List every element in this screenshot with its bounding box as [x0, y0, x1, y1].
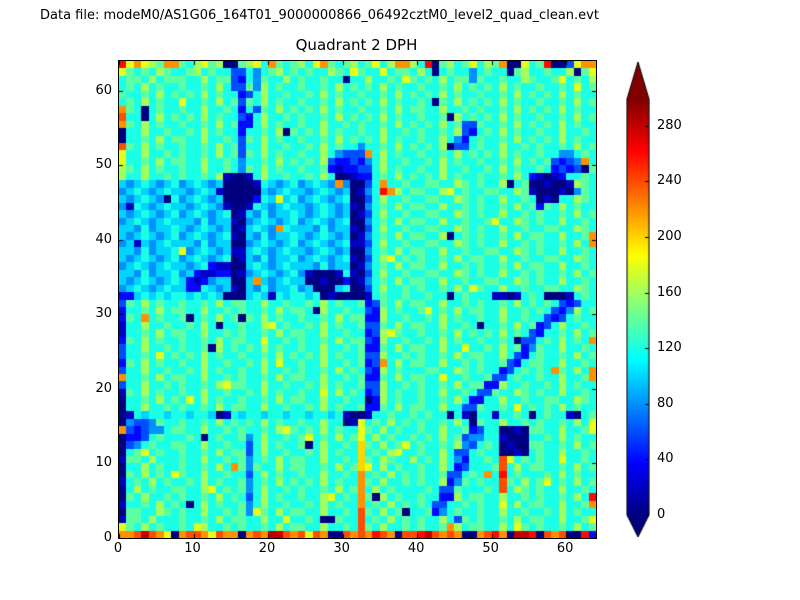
- colorbar-tick-label: 120: [657, 340, 682, 356]
- y-axis-tick-label: 50: [95, 157, 112, 173]
- y-axis-tick-label: 60: [95, 82, 112, 98]
- x-axis-tick-label: 40: [407, 541, 425, 556]
- data-file-label: Data file: modeM0/AS1G06_164T01_90000008…: [40, 8, 599, 23]
- y-axis-tick-label: 10: [95, 455, 112, 471]
- plot-area: [118, 60, 597, 539]
- colorbar-tick-label: 80: [657, 395, 674, 411]
- y-axis-tick-label: 20: [95, 380, 112, 396]
- plot-title: Quadrant 2 DPH: [295, 36, 418, 54]
- colorbar-tick-label: 280: [657, 117, 682, 133]
- colorbar-tick-label: 200: [657, 229, 682, 244]
- y-axis-tick-label: 30: [95, 306, 112, 322]
- colorbar-tick-label: 40: [657, 451, 674, 467]
- y-axis-tick-label: 0: [103, 530, 112, 545]
- colorbar-tick-label: 160: [657, 284, 682, 300]
- y-axis-tick-label: 40: [95, 231, 112, 247]
- colorbar-tick-label: 0: [657, 507, 666, 522]
- x-axis-tick-label: 30: [333, 541, 350, 556]
- heatmap-canvas: [119, 61, 596, 538]
- x-axis-tick-label: 20: [258, 541, 276, 556]
- x-axis-tick-label: 60: [556, 541, 574, 556]
- x-axis-tick-label: 0: [113, 541, 123, 556]
- colorbar-canvas: [626, 60, 650, 540]
- x-axis-tick-label: 10: [184, 541, 201, 556]
- colorbar-tick-label: 240: [657, 173, 682, 189]
- x-axis-tick-label: 50: [482, 541, 499, 556]
